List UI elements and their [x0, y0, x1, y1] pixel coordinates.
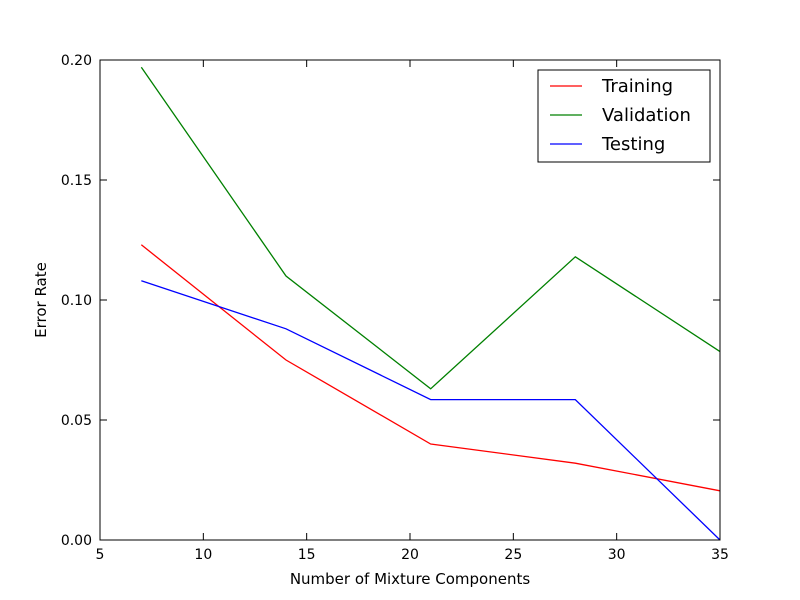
plot-frame	[99, 59, 721, 541]
x-tick-label: 15	[298, 547, 316, 563]
x-tick-label: 5	[96, 547, 105, 563]
x-tick-label: 10	[194, 547, 212, 563]
legend-label-training: Training	[601, 76, 673, 97]
x-tick-label: 35	[711, 547, 729, 563]
ticks-layer: 5 10 15 20 25 30 35 0.00 0.05 0.10 0.15 0.20	[61, 53, 729, 563]
legend-label-validation: Validation	[602, 105, 691, 126]
y-tick-label: 0.05	[61, 413, 92, 429]
legend-box	[537, 69, 711, 163]
legend: Training Validation Testing	[537, 69, 711, 163]
y-tick-label: 0.10	[61, 293, 92, 309]
x-axis-label: Number of Mixture Components	[290, 570, 531, 588]
y-tick-label: 0.20	[61, 53, 92, 69]
series-line-validation	[140, 66, 721, 390]
y-tick-label: 0.15	[61, 173, 92, 189]
y-tick-label: 0.00	[61, 533, 92, 549]
x-tick-label: 20	[401, 547, 419, 563]
series-layer	[140, 66, 721, 541]
series-line-testing	[141, 280, 721, 541]
x-tick-label: 30	[608, 547, 626, 563]
x-tick-label: 25	[504, 547, 522, 563]
legend-label-testing: Testing	[601, 134, 665, 155]
y-axis-label: Error Rate	[32, 262, 50, 338]
series-line-training	[140, 244, 721, 492]
